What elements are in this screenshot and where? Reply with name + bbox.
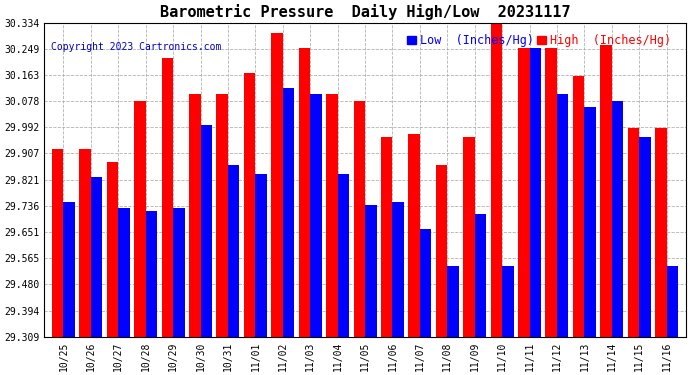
Bar [310,94,322,337]
Bar [573,76,584,337]
Title: Barometric Pressure  Daily High/Low  20231117: Barometric Pressure Daily High/Low 20231… [160,4,571,20]
Bar [255,174,267,337]
Bar [393,201,404,337]
Bar [228,165,239,337]
Bar [107,162,118,337]
Bar [381,137,393,337]
Bar [52,150,63,337]
Bar [408,134,420,337]
Text: Copyright 2023 Cartronics.com: Copyright 2023 Cartronics.com [50,42,221,51]
Bar [447,266,459,337]
Bar [326,94,337,337]
Bar [173,208,185,337]
Bar [667,266,678,337]
Bar [201,125,212,337]
Bar [283,88,295,337]
Bar [337,174,349,337]
Bar [436,165,447,337]
Bar [546,48,557,337]
Bar [420,229,431,337]
Bar [529,48,541,337]
Bar [557,94,569,337]
Bar [600,45,612,337]
Bar [491,21,502,337]
Bar [271,33,283,337]
Bar [655,128,667,337]
Bar [79,150,91,337]
Bar [365,205,377,337]
Bar [628,128,639,337]
Bar [502,266,513,337]
Bar [612,100,623,337]
Bar [518,48,529,337]
Bar [146,211,157,337]
Bar [63,201,75,337]
Bar [217,94,228,337]
Bar [475,214,486,337]
Legend: Low  (Inches/Hg), High  (Inches/Hg): Low (Inches/Hg), High (Inches/Hg) [404,32,673,50]
Bar [299,48,310,337]
Bar [584,106,596,337]
Bar [118,208,130,337]
Bar [353,100,365,337]
Bar [463,137,475,337]
Bar [135,100,146,337]
Bar [189,94,201,337]
Bar [91,177,102,337]
Bar [244,73,255,337]
Bar [639,137,651,337]
Bar [161,58,173,337]
